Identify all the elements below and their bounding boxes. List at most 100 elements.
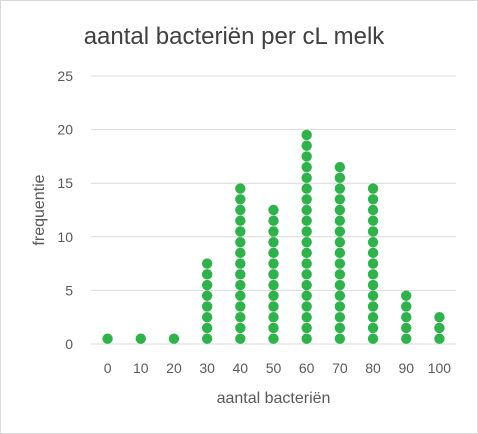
data-dot — [301, 194, 312, 205]
x-tick-label: 50 — [266, 360, 282, 376]
x-tick-label: 100 — [428, 360, 452, 376]
data-dot — [367, 312, 379, 323]
data-dot — [301, 204, 312, 216]
data-dot — [268, 258, 279, 269]
data-dot — [334, 322, 346, 334]
data-dot — [235, 333, 246, 344]
x-tick-label: 40 — [233, 360, 249, 376]
data-dot — [301, 140, 312, 151]
data-dot — [301, 258, 312, 269]
data-dot — [201, 290, 213, 301]
data-dot — [235, 269, 246, 280]
data-dot — [235, 258, 246, 269]
data-dot — [367, 333, 379, 344]
x-tick-label: 30 — [199, 360, 215, 376]
data-dot — [201, 312, 213, 323]
y-axis-label: frequentie — [31, 174, 48, 245]
data-dot — [334, 258, 346, 269]
data-dot — [367, 322, 379, 334]
data-dot — [301, 333, 312, 344]
data-dot — [268, 247, 279, 259]
data-dot — [301, 279, 312, 291]
data-dot — [334, 269, 346, 280]
data-dot — [235, 226, 246, 237]
x-tick-label: 70 — [332, 360, 348, 376]
data-dot — [268, 269, 279, 280]
data-dot — [301, 151, 312, 162]
data-dot — [401, 333, 412, 344]
data-dot — [268, 322, 279, 334]
data-dot — [367, 279, 379, 291]
data-dot — [235, 301, 246, 312]
data-dot — [235, 247, 246, 259]
x-tick-label: 20 — [166, 360, 182, 376]
data-dot — [301, 247, 312, 259]
data-dot — [268, 301, 279, 312]
data-dot — [401, 322, 412, 334]
data-dot — [367, 258, 379, 269]
data-dot — [201, 322, 213, 334]
data-dot — [367, 269, 379, 280]
data-dot — [434, 312, 445, 323]
data-dot — [334, 172, 346, 184]
x-tick-label: 90 — [398, 360, 414, 376]
data-dot — [301, 161, 312, 173]
data-dot — [102, 333, 113, 344]
data-dot — [235, 322, 246, 334]
data-dot — [268, 215, 279, 226]
data-dot — [334, 247, 346, 259]
data-dot — [201, 269, 213, 280]
y-tick-label: 5 — [65, 282, 73, 298]
data-dot — [334, 183, 346, 194]
data-dot — [367, 183, 379, 194]
data-dot — [334, 161, 346, 173]
data-dot — [301, 172, 312, 184]
data-dot — [434, 333, 445, 344]
y-tick-label: 10 — [57, 229, 73, 245]
data-dot — [301, 183, 312, 194]
data-dot — [168, 333, 180, 344]
data-dot — [334, 204, 346, 216]
y-tick-label: 15 — [57, 175, 73, 191]
x-tick-label: 60 — [299, 360, 315, 376]
data-dot — [235, 183, 246, 194]
data-dot — [235, 279, 246, 291]
data-dot — [367, 247, 379, 259]
data-dot — [301, 236, 312, 248]
data-dot — [301, 322, 312, 334]
data-dot — [268, 333, 279, 344]
data-dot — [334, 290, 346, 301]
data-dot — [235, 194, 246, 205]
data-dot — [268, 279, 279, 291]
data-dot — [367, 290, 379, 301]
data-dot — [235, 236, 246, 248]
data-dot — [235, 290, 246, 301]
data-dot — [235, 215, 246, 226]
data-dot — [201, 333, 213, 344]
data-dot — [201, 301, 213, 312]
x-tick-label: 80 — [365, 360, 381, 376]
data-dot — [268, 312, 279, 323]
x-tick-label: 0 — [104, 360, 112, 376]
data-dot — [268, 290, 279, 301]
data-dot — [367, 215, 379, 226]
data-dot — [434, 322, 445, 334]
data-dot — [201, 279, 213, 291]
data-dot — [301, 269, 312, 280]
data-dot — [334, 194, 346, 205]
y-tick-label: 20 — [57, 122, 73, 138]
data-dot — [301, 290, 312, 301]
data-dot — [334, 236, 346, 248]
data-dot — [401, 301, 412, 312]
data-dot — [301, 312, 312, 323]
data-dot — [135, 333, 146, 344]
data-dot — [401, 312, 412, 323]
y-tick-label: 0 — [65, 336, 73, 352]
data-dot — [367, 301, 379, 312]
data-dot — [301, 226, 312, 237]
data-dot — [334, 312, 346, 323]
data-dot — [201, 258, 213, 269]
data-dot — [235, 312, 246, 323]
